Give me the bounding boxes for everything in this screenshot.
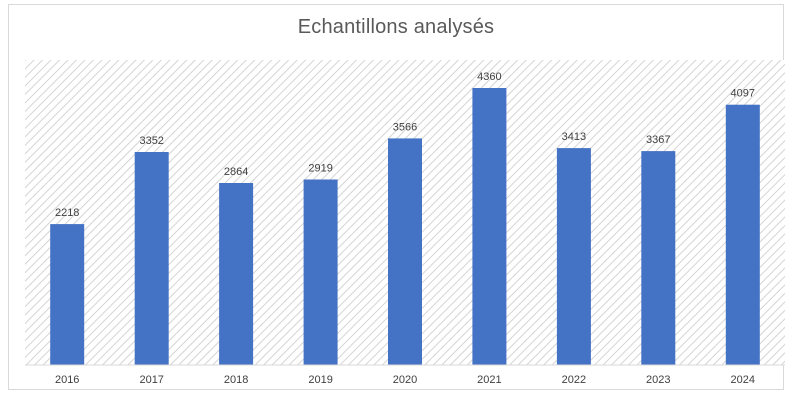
- data-label-2019: 2919: [308, 163, 332, 175]
- bar-2018: [219, 183, 254, 365]
- data-label-2021: 4360: [477, 71, 501, 83]
- data-label-2016: 2218: [55, 207, 79, 219]
- x-tick-2023: 2023: [646, 374, 670, 386]
- x-tick-2024: 2024: [731, 374, 755, 386]
- bar-2019: [303, 179, 338, 365]
- x-tick-2021: 2021: [477, 374, 501, 386]
- bar-2017: [134, 152, 169, 365]
- x-tick-2020: 2020: [393, 374, 417, 386]
- bar-2020: [388, 138, 422, 365]
- bar-2021: [472, 88, 507, 365]
- bar-2023: [641, 151, 676, 365]
- x-tick-2017: 2017: [139, 374, 163, 386]
- data-label-2022: 3413: [562, 131, 586, 143]
- x-tick-2022: 2022: [562, 374, 586, 386]
- data-label-2023: 3367: [646, 134, 670, 146]
- bar-2016: [50, 224, 85, 365]
- data-label-2020: 3566: [393, 121, 417, 133]
- x-tick-2019: 2019: [308, 374, 332, 386]
- data-label-2017: 3352: [139, 135, 163, 147]
- data-label-2024: 4097: [731, 88, 755, 100]
- x-tick-2018: 2018: [224, 374, 248, 386]
- x-tick-2016: 2016: [55, 374, 79, 386]
- chart-title: Echantillons analysés: [297, 16, 495, 38]
- data-label-2018: 2864: [224, 166, 248, 178]
- bar-2022: [556, 148, 591, 365]
- bar-2024: [725, 104, 760, 365]
